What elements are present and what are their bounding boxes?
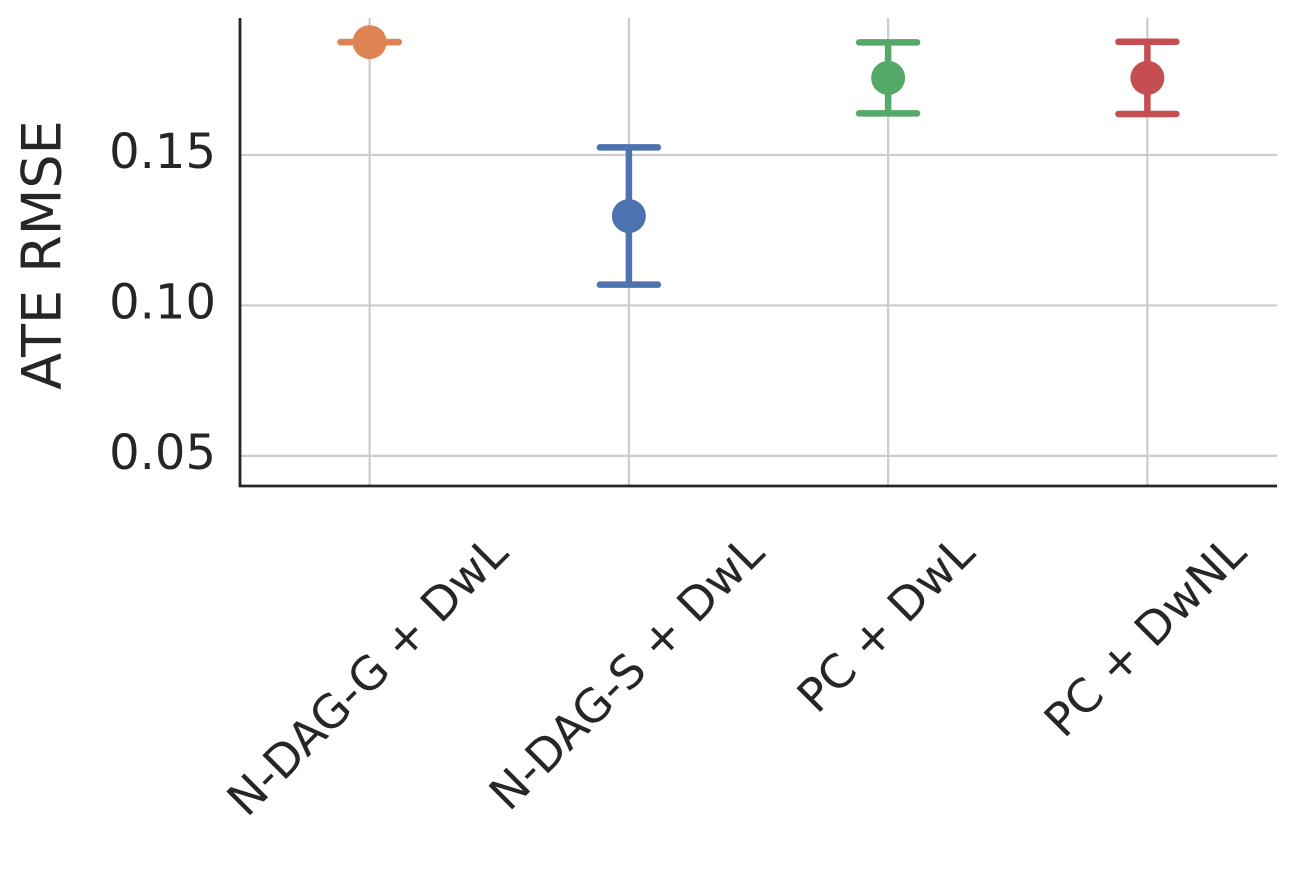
point [352,25,387,60]
point [611,199,646,234]
x-tick-label: PC + DwL [787,524,985,722]
y-tick-label: 0.10 [109,274,216,330]
x-tick-label: N-DAG-G + DwL [216,524,518,826]
x-tick-label: PC + DwNL [1034,524,1257,747]
y-axis-label: ATE RMSE [11,120,74,390]
point [871,60,906,95]
point [1130,60,1165,95]
x-tick-label: N-DAG-S + DwL [479,524,775,820]
y-tick-label: 0.05 [109,425,216,481]
y-tick-label: 0.15 [109,124,216,180]
